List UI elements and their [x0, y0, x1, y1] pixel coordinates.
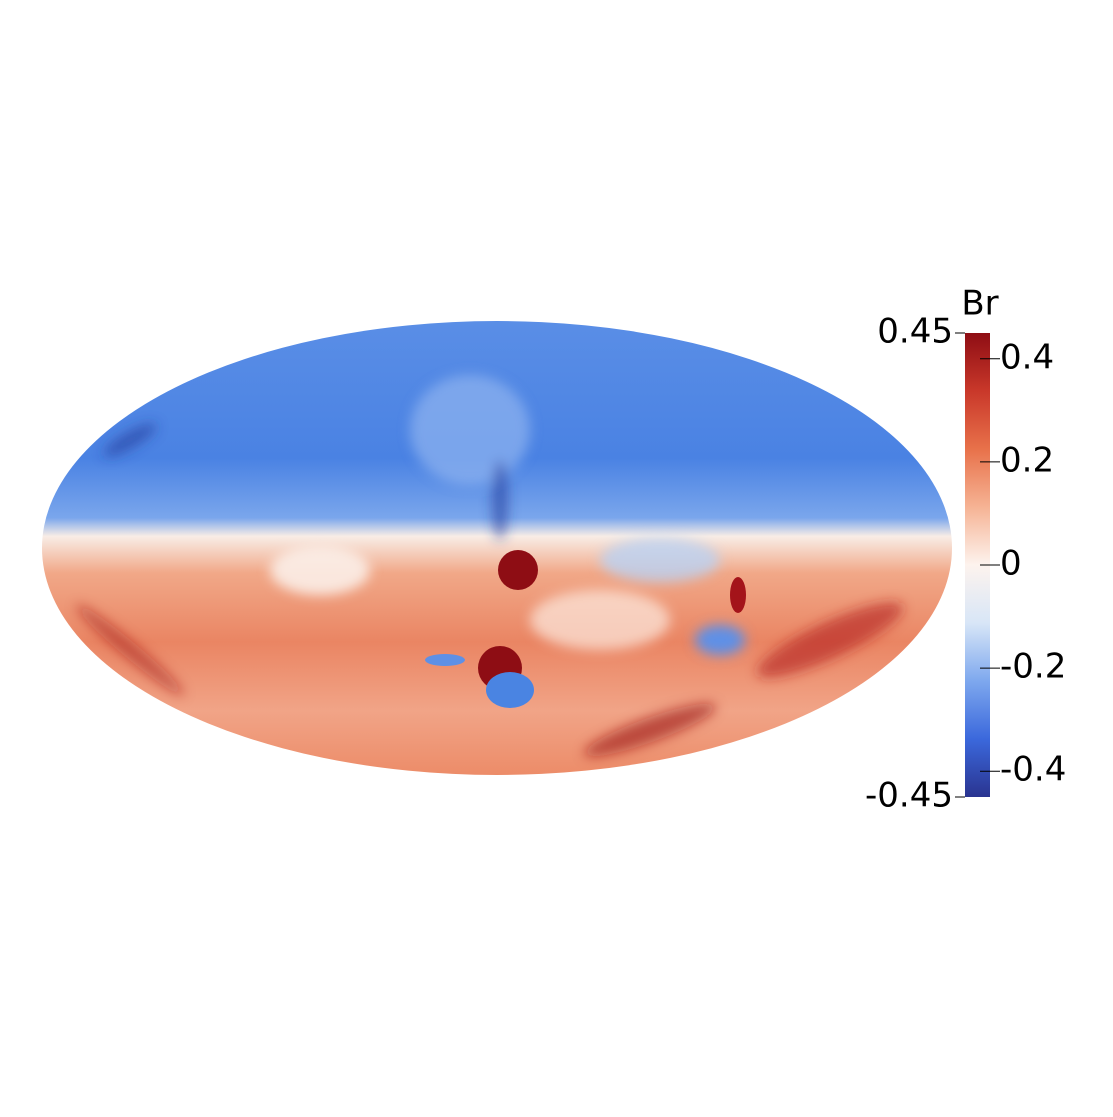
colorbar-tick-label: 0.2	[1000, 440, 1054, 480]
colorbar-tick-label: -0.2	[1000, 647, 1066, 687]
colorbar-title: Br	[961, 284, 998, 324]
mollweide-map	[42, 321, 952, 775]
range-label: -0.45	[865, 776, 953, 816]
colorbar-tick-label: 0	[1000, 544, 1022, 584]
range-label: 0.45	[877, 312, 953, 352]
colorbar-tick-label: -0.4	[1000, 750, 1066, 790]
colorbar-tick-label: 0.4	[1000, 337, 1054, 377]
